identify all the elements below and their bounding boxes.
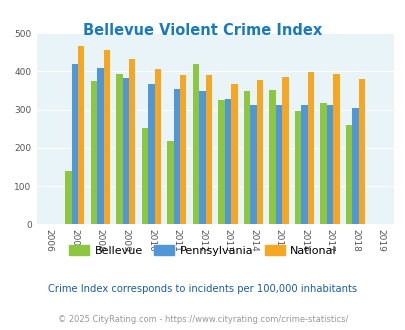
Text: Crime Index corresponds to incidents per 100,000 inhabitants: Crime Index corresponds to incidents per…	[48, 284, 357, 294]
Bar	[205, 76, 211, 224]
Bar	[256, 80, 262, 224]
Bar	[129, 59, 135, 224]
Bar	[91, 81, 97, 224]
Bar	[269, 90, 275, 224]
Bar	[326, 105, 333, 224]
Bar	[352, 108, 358, 224]
Bar	[199, 91, 205, 224]
Bar	[320, 103, 326, 224]
Bar	[192, 64, 199, 224]
Bar	[275, 105, 281, 224]
Text: © 2025 CityRating.com - https://www.cityrating.com/crime-statistics/: © 2025 CityRating.com - https://www.city…	[58, 315, 347, 324]
Bar	[333, 74, 339, 224]
Bar	[345, 125, 352, 224]
Bar	[116, 74, 122, 224]
Bar	[65, 171, 71, 224]
Bar	[173, 89, 180, 224]
Bar	[230, 83, 237, 224]
Bar	[358, 79, 364, 224]
Bar	[294, 111, 301, 224]
Bar	[249, 105, 256, 224]
Bar	[218, 100, 224, 224]
Bar	[103, 50, 110, 224]
Legend: Bellevue, Pennsylvania, National: Bellevue, Pennsylvania, National	[65, 241, 340, 260]
Bar	[167, 141, 173, 224]
Bar	[307, 72, 313, 224]
Text: Bellevue Violent Crime Index: Bellevue Violent Crime Index	[83, 23, 322, 38]
Bar	[180, 76, 186, 224]
Bar	[301, 105, 307, 224]
Bar	[122, 78, 129, 224]
Bar	[154, 69, 160, 224]
Bar	[78, 46, 84, 224]
Bar	[71, 64, 78, 224]
Bar	[148, 84, 154, 224]
Bar	[224, 99, 230, 224]
Bar	[281, 78, 288, 224]
Bar	[243, 91, 249, 224]
Bar	[141, 128, 148, 224]
Bar	[97, 68, 103, 224]
